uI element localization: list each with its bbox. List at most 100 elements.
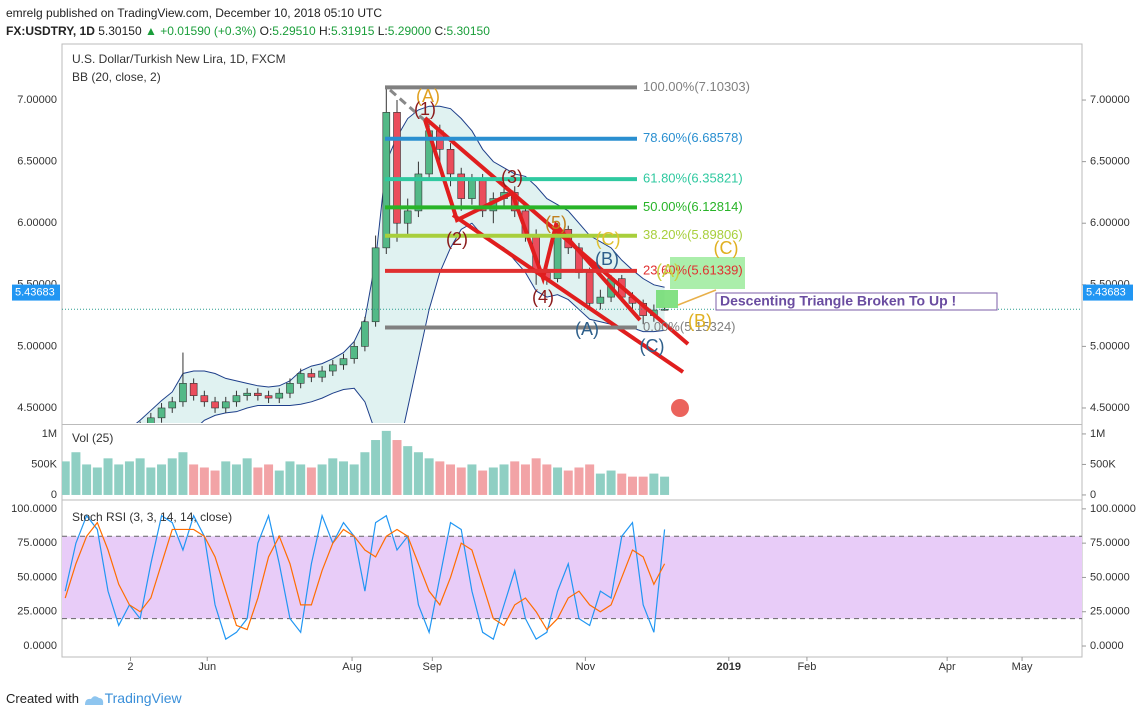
candle-body xyxy=(414,173,423,212)
volume-bar xyxy=(210,470,220,495)
trend-line xyxy=(423,116,690,346)
price-marker xyxy=(1083,284,1133,301)
header: emrelg published on TradingView.com, Dec… xyxy=(6,4,490,40)
fib-label: 50.00%(6.12814) xyxy=(643,199,743,214)
y-tick-label: 500K xyxy=(1090,458,1116,470)
candle-body xyxy=(126,439,133,445)
y-tick-label: 50.0000 xyxy=(1090,571,1130,583)
event-icon xyxy=(671,399,689,417)
candle-body xyxy=(307,373,316,378)
candle-body xyxy=(275,392,284,399)
volume-bar xyxy=(392,440,402,495)
y-tick-label: 5.00000 xyxy=(17,340,57,352)
x-tick-label: 2019 xyxy=(717,661,741,673)
volume-bar xyxy=(478,470,488,495)
volume-bar xyxy=(467,464,477,495)
annotation-box xyxy=(715,292,998,311)
volume-bar xyxy=(413,452,423,495)
band-lower xyxy=(200,222,665,423)
wave-label: (5) xyxy=(545,213,567,233)
y-tick-label: 1M xyxy=(1090,428,1105,440)
box xyxy=(670,257,745,289)
volume-bar xyxy=(167,458,177,495)
volume-bar xyxy=(585,464,595,495)
dashed-line xyxy=(389,88,431,127)
y-tick-label: 0.0000 xyxy=(1090,640,1124,652)
volume-bar xyxy=(296,464,306,495)
volume-bar xyxy=(135,458,145,495)
wave-label: (1) xyxy=(414,99,436,119)
volume-bar xyxy=(627,476,637,495)
y-tick-label: 50.0000 xyxy=(17,571,57,583)
wave-label: (A) xyxy=(575,319,599,339)
x-tick-label: Feb xyxy=(797,661,816,673)
volume-bar xyxy=(553,467,563,495)
volume-bar xyxy=(574,467,584,495)
volume-bar xyxy=(542,464,552,495)
volume-bar xyxy=(660,476,670,495)
candle-body xyxy=(393,112,401,224)
x-tick-label: Nov xyxy=(576,661,596,673)
price-marker-label: 5.43683 xyxy=(15,286,55,298)
candle-body xyxy=(179,383,187,403)
candle-body xyxy=(596,296,605,304)
logo xyxy=(84,695,103,705)
volume-pane xyxy=(62,430,670,495)
y-tick-label: 5.00000 xyxy=(1090,340,1130,352)
candle-body xyxy=(446,149,455,175)
wave-label: (A) xyxy=(416,86,440,106)
volume-bar xyxy=(317,464,327,495)
pane-title: Stoch RSI (3, 3, 14, 14, close) xyxy=(72,510,232,524)
box xyxy=(656,290,678,308)
wave-label: (B) xyxy=(688,311,712,331)
price-marker xyxy=(12,284,60,301)
volume-bar xyxy=(62,461,70,495)
volume-bar xyxy=(92,467,102,495)
ohlc-key: O: xyxy=(259,24,273,38)
volume-bar xyxy=(510,461,520,495)
candle-body xyxy=(232,395,241,403)
volume-bar xyxy=(157,464,167,495)
annotation: Descenting Triangle Broken To Up ! xyxy=(720,293,956,309)
price: 5.30150 xyxy=(98,24,142,38)
volume-bar xyxy=(242,458,252,495)
volume-bar xyxy=(499,464,509,495)
candle-body xyxy=(339,358,348,366)
volume-bar xyxy=(381,430,391,495)
band-fill xyxy=(136,106,665,423)
y-tick-label: 100.0000 xyxy=(11,503,57,515)
fib-label: 0.00%(5.15324) xyxy=(643,319,736,334)
wave-label: (C) xyxy=(596,229,621,249)
x-tick-label: Aug xyxy=(342,661,362,673)
connector xyxy=(677,289,717,306)
y-tick-label: 6.00000 xyxy=(1090,217,1130,229)
volume-bar xyxy=(103,458,113,495)
volume-bar xyxy=(71,452,81,495)
candle-body xyxy=(168,401,177,409)
volume-bar xyxy=(446,464,456,495)
candle-body xyxy=(94,455,101,457)
y-tick-label: 1M xyxy=(42,428,57,440)
fib-label: 61.80%(6.35821) xyxy=(643,171,743,186)
candle-body xyxy=(147,417,155,423)
wave-label: (3) xyxy=(501,167,523,187)
frame-border xyxy=(61,43,1083,658)
candle-body xyxy=(189,383,198,396)
x-tick-label: Sep xyxy=(423,661,443,673)
candle-body xyxy=(350,346,358,360)
x-tick-label: 2 xyxy=(127,661,133,673)
volume-bar xyxy=(82,464,92,495)
band-fill xyxy=(62,536,1082,619)
y-tick-label: 4.50000 xyxy=(1090,402,1130,414)
volume-bar xyxy=(328,458,338,495)
volume-bar xyxy=(338,461,348,495)
volume-bar xyxy=(531,458,541,495)
stoch-line xyxy=(64,513,666,641)
wave-label: (B) xyxy=(595,249,619,269)
y-tick-label: 7.00000 xyxy=(17,94,57,106)
x-tick-label: Jun xyxy=(198,661,216,673)
y-tick-label: 25.0000 xyxy=(1090,606,1130,618)
candle-body xyxy=(137,426,144,438)
